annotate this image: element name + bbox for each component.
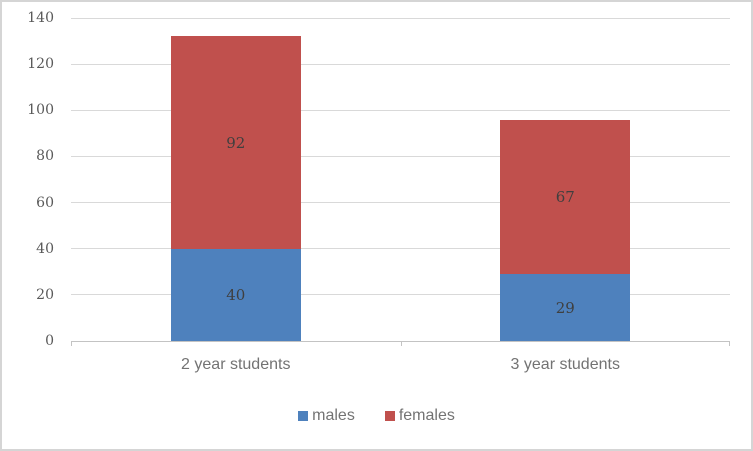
x-axis-labels: 2 year students 3 year students [71, 356, 730, 380]
gridline-60 [71, 202, 730, 204]
category-label-2: 3 year students [510, 356, 620, 373]
gridline-120 [71, 63, 730, 65]
legend-swatch-males [298, 411, 309, 421]
y-tick-label-100: 100 [27, 102, 54, 119]
bar-segment-males: 29 [500, 274, 631, 341]
y-tick-label-120: 120 [27, 56, 54, 73]
x-axis-line [71, 341, 730, 342]
legend-item-males: males [298, 408, 355, 424]
category-label-1: 2 year students [181, 356, 291, 373]
data-label: 40 [226, 285, 246, 304]
y-tick-label-60: 60 [36, 194, 54, 211]
legend-label-males: males [312, 407, 355, 424]
axis-tick [401, 341, 402, 346]
axis-tick [729, 341, 730, 346]
y-axis-labels: 0 20 40 60 80 100 120 140 [2, 10, 54, 349]
y-tick-label-80: 80 [36, 148, 54, 165]
plot-area: 40 92 29 67 [71, 17, 730, 346]
legend-item-females: females [384, 407, 455, 424]
gridline-140 [71, 17, 730, 19]
y-tick-label-40: 40 [36, 240, 54, 257]
legend-swatch-females [384, 411, 395, 421]
y-tick-label-20: 20 [36, 286, 54, 303]
y-tick-label-140: 140 [27, 10, 54, 26]
bar-2-year-students: 40 92 [170, 18, 301, 341]
legend-label-females: females [398, 407, 455, 424]
data-label: 92 [226, 133, 246, 152]
data-label: 29 [555, 298, 575, 317]
gridline-20 [71, 294, 730, 296]
data-label: 67 [555, 187, 575, 206]
bar-segment-males: 40 [170, 248, 301, 341]
bar-segment-females: 67 [500, 119, 631, 275]
legend: males females [2, 408, 751, 424]
bar-3-year-students: 29 67 [500, 18, 631, 341]
gridline-100 [71, 109, 730, 111]
y-tick-label-0: 0 [45, 333, 54, 349]
axis-tick [71, 341, 72, 346]
bar-segment-females: 92 [170, 36, 301, 249]
gridline-80 [71, 155, 730, 157]
gridline-40 [71, 248, 730, 250]
